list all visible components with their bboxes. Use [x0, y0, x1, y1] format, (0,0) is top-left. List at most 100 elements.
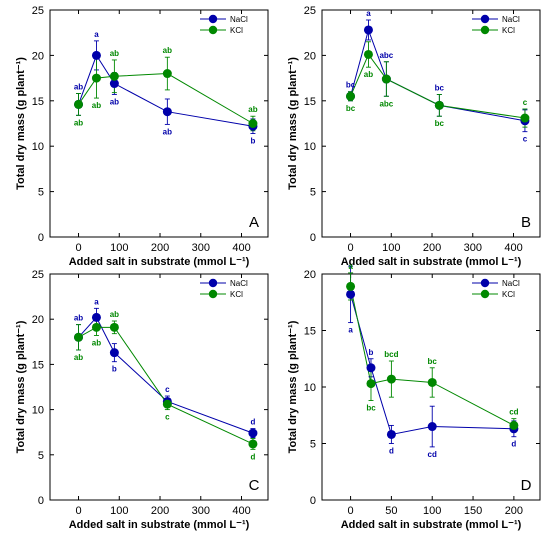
- data-point-kcl: [109, 322, 119, 332]
- sig-label-kcl: bc: [428, 357, 438, 366]
- y-tick-label: 15: [32, 359, 44, 371]
- legend-marker-kcl: [480, 289, 490, 299]
- y-tick-label: 10: [304, 382, 316, 394]
- sig-label-nacl: a: [94, 30, 99, 39]
- plot-frame: [321, 9, 541, 238]
- x-tick-label: 100: [110, 242, 128, 254]
- sig-label-nacl: a: [348, 326, 353, 335]
- sig-label-nacl: c: [165, 385, 170, 394]
- legend: NaCl KCl: [472, 278, 520, 299]
- sig-label-nacl: d: [250, 418, 255, 427]
- sig-label-kcl: ab: [92, 101, 101, 110]
- sig-label-nacl: d: [511, 440, 516, 449]
- sig-label-kcl: ab: [92, 338, 101, 347]
- y-tick-label: 0: [38, 232, 44, 244]
- y-tick-label: 20: [32, 50, 44, 62]
- x-tick-label: 300: [192, 242, 210, 254]
- sig-label-nacl: bc: [435, 83, 445, 92]
- x-tick-label: 200: [151, 505, 169, 517]
- legend-marker-kcl: [208, 25, 218, 35]
- y-axis-label: Total dry mass (g plant⁻¹): [15, 320, 27, 453]
- data-point-kcl: [162, 399, 172, 409]
- x-tick-label: 200: [151, 242, 169, 254]
- data-point-nacl: [346, 289, 356, 299]
- legend-label-nacl: NaCl: [230, 279, 248, 288]
- y-tick-label: 25: [304, 5, 316, 17]
- x-tick-label: 100: [110, 505, 128, 517]
- x-axis-label: Added salt in substrate (mmol L⁻¹): [69, 519, 250, 531]
- data-point-kcl: [162, 69, 172, 79]
- x-tick-label: 300: [464, 242, 482, 254]
- data-point-kcl: [346, 281, 356, 291]
- plot-frame: [49, 9, 269, 238]
- sig-label-kcl: ab: [74, 353, 83, 362]
- y-tick-label: 10: [32, 405, 44, 417]
- x-tick-label: 400: [504, 242, 522, 254]
- sig-label-nacl: ab: [74, 314, 83, 323]
- y-tick-label: 25: [32, 269, 44, 281]
- sig-label-kcl: ab: [110, 49, 119, 58]
- sig-label-kcl: c: [165, 413, 170, 422]
- sig-label-kcl: ab: [364, 70, 373, 79]
- sig-label-nacl: d: [389, 447, 394, 456]
- data-point-kcl: [91, 73, 101, 83]
- legend: NaCl KCl: [200, 278, 248, 299]
- y-tick-label: 5: [310, 439, 316, 451]
- data-point-kcl: [74, 332, 84, 342]
- data-point-kcl: [520, 113, 530, 123]
- sig-label-nacl: ab: [110, 97, 119, 106]
- y-tick-label: 15: [304, 326, 316, 338]
- y-tick-label: 5: [310, 187, 316, 199]
- data-point-kcl: [381, 74, 391, 84]
- x-tick-label: 0: [75, 505, 81, 517]
- legend-marker-kcl: [480, 25, 490, 35]
- legend-label-kcl: KCl: [230, 290, 243, 299]
- x-tick-label: 0: [75, 242, 81, 254]
- data-point-kcl: [248, 119, 258, 128]
- sig-label-kcl: ab: [74, 118, 83, 127]
- legend-label-nacl: NaCl: [502, 279, 520, 288]
- sig-label-nacl: bc: [346, 81, 356, 90]
- sig-label-nacl: cd: [428, 450, 437, 459]
- panel-letter: C: [249, 477, 260, 494]
- sig-label-nacl: ab: [163, 127, 172, 136]
- sig-label-nacl: b: [369, 348, 374, 357]
- x-tick-label: 150: [464, 505, 482, 517]
- x-tick-label: 300: [192, 505, 210, 517]
- data-point-nacl: [366, 363, 376, 373]
- sig-label-kcl: bc: [366, 404, 376, 413]
- legend-marker-nacl: [208, 14, 218, 24]
- sig-label-kcl: abc: [379, 99, 393, 108]
- y-tick-label: 0: [38, 495, 44, 507]
- sig-label-kcl: ab: [110, 310, 119, 319]
- panel-c: 0 5 10 15 20 25 0 100 200 300 400 Added salt in sub…: [15, 269, 269, 531]
- sig-label-kcl: bcd: [384, 350, 398, 359]
- legend-label-nacl: NaCl: [502, 15, 520, 24]
- data-point-kcl: [434, 100, 444, 110]
- legend-label-kcl: KCl: [502, 290, 515, 299]
- legend-marker-nacl: [480, 278, 490, 288]
- sig-label-nacl: ab: [74, 83, 83, 92]
- x-tick-label: 0: [348, 505, 354, 517]
- sig-label-kcl: ab: [248, 105, 257, 114]
- y-tick-label: 5: [38, 450, 44, 462]
- y-tick-label: 20: [304, 269, 316, 281]
- plot-frame: [49, 273, 269, 501]
- data-point-kcl: [386, 374, 396, 384]
- data-point-nacl: [386, 429, 396, 439]
- data-point-nacl: [91, 312, 101, 322]
- y-tick-label: 0: [310, 495, 316, 507]
- x-tick-label: 100: [423, 505, 441, 517]
- y-tick-label: 15: [304, 96, 316, 108]
- data-point-nacl: [109, 348, 119, 358]
- x-axis-label: Added salt in substrate (mmol L⁻¹): [69, 256, 250, 268]
- sig-label-kcl: c: [523, 98, 528, 107]
- x-axis-label: Added salt in substrate (mmol L⁻¹): [341, 256, 522, 268]
- legend: NaCl KCl: [472, 14, 520, 35]
- x-axis-label: Added salt in substrate (mmol L⁻¹): [341, 519, 522, 531]
- x-tick-label: 0: [347, 242, 353, 254]
- data-point-nacl: [162, 107, 172, 117]
- y-tick-label: 15: [32, 96, 44, 108]
